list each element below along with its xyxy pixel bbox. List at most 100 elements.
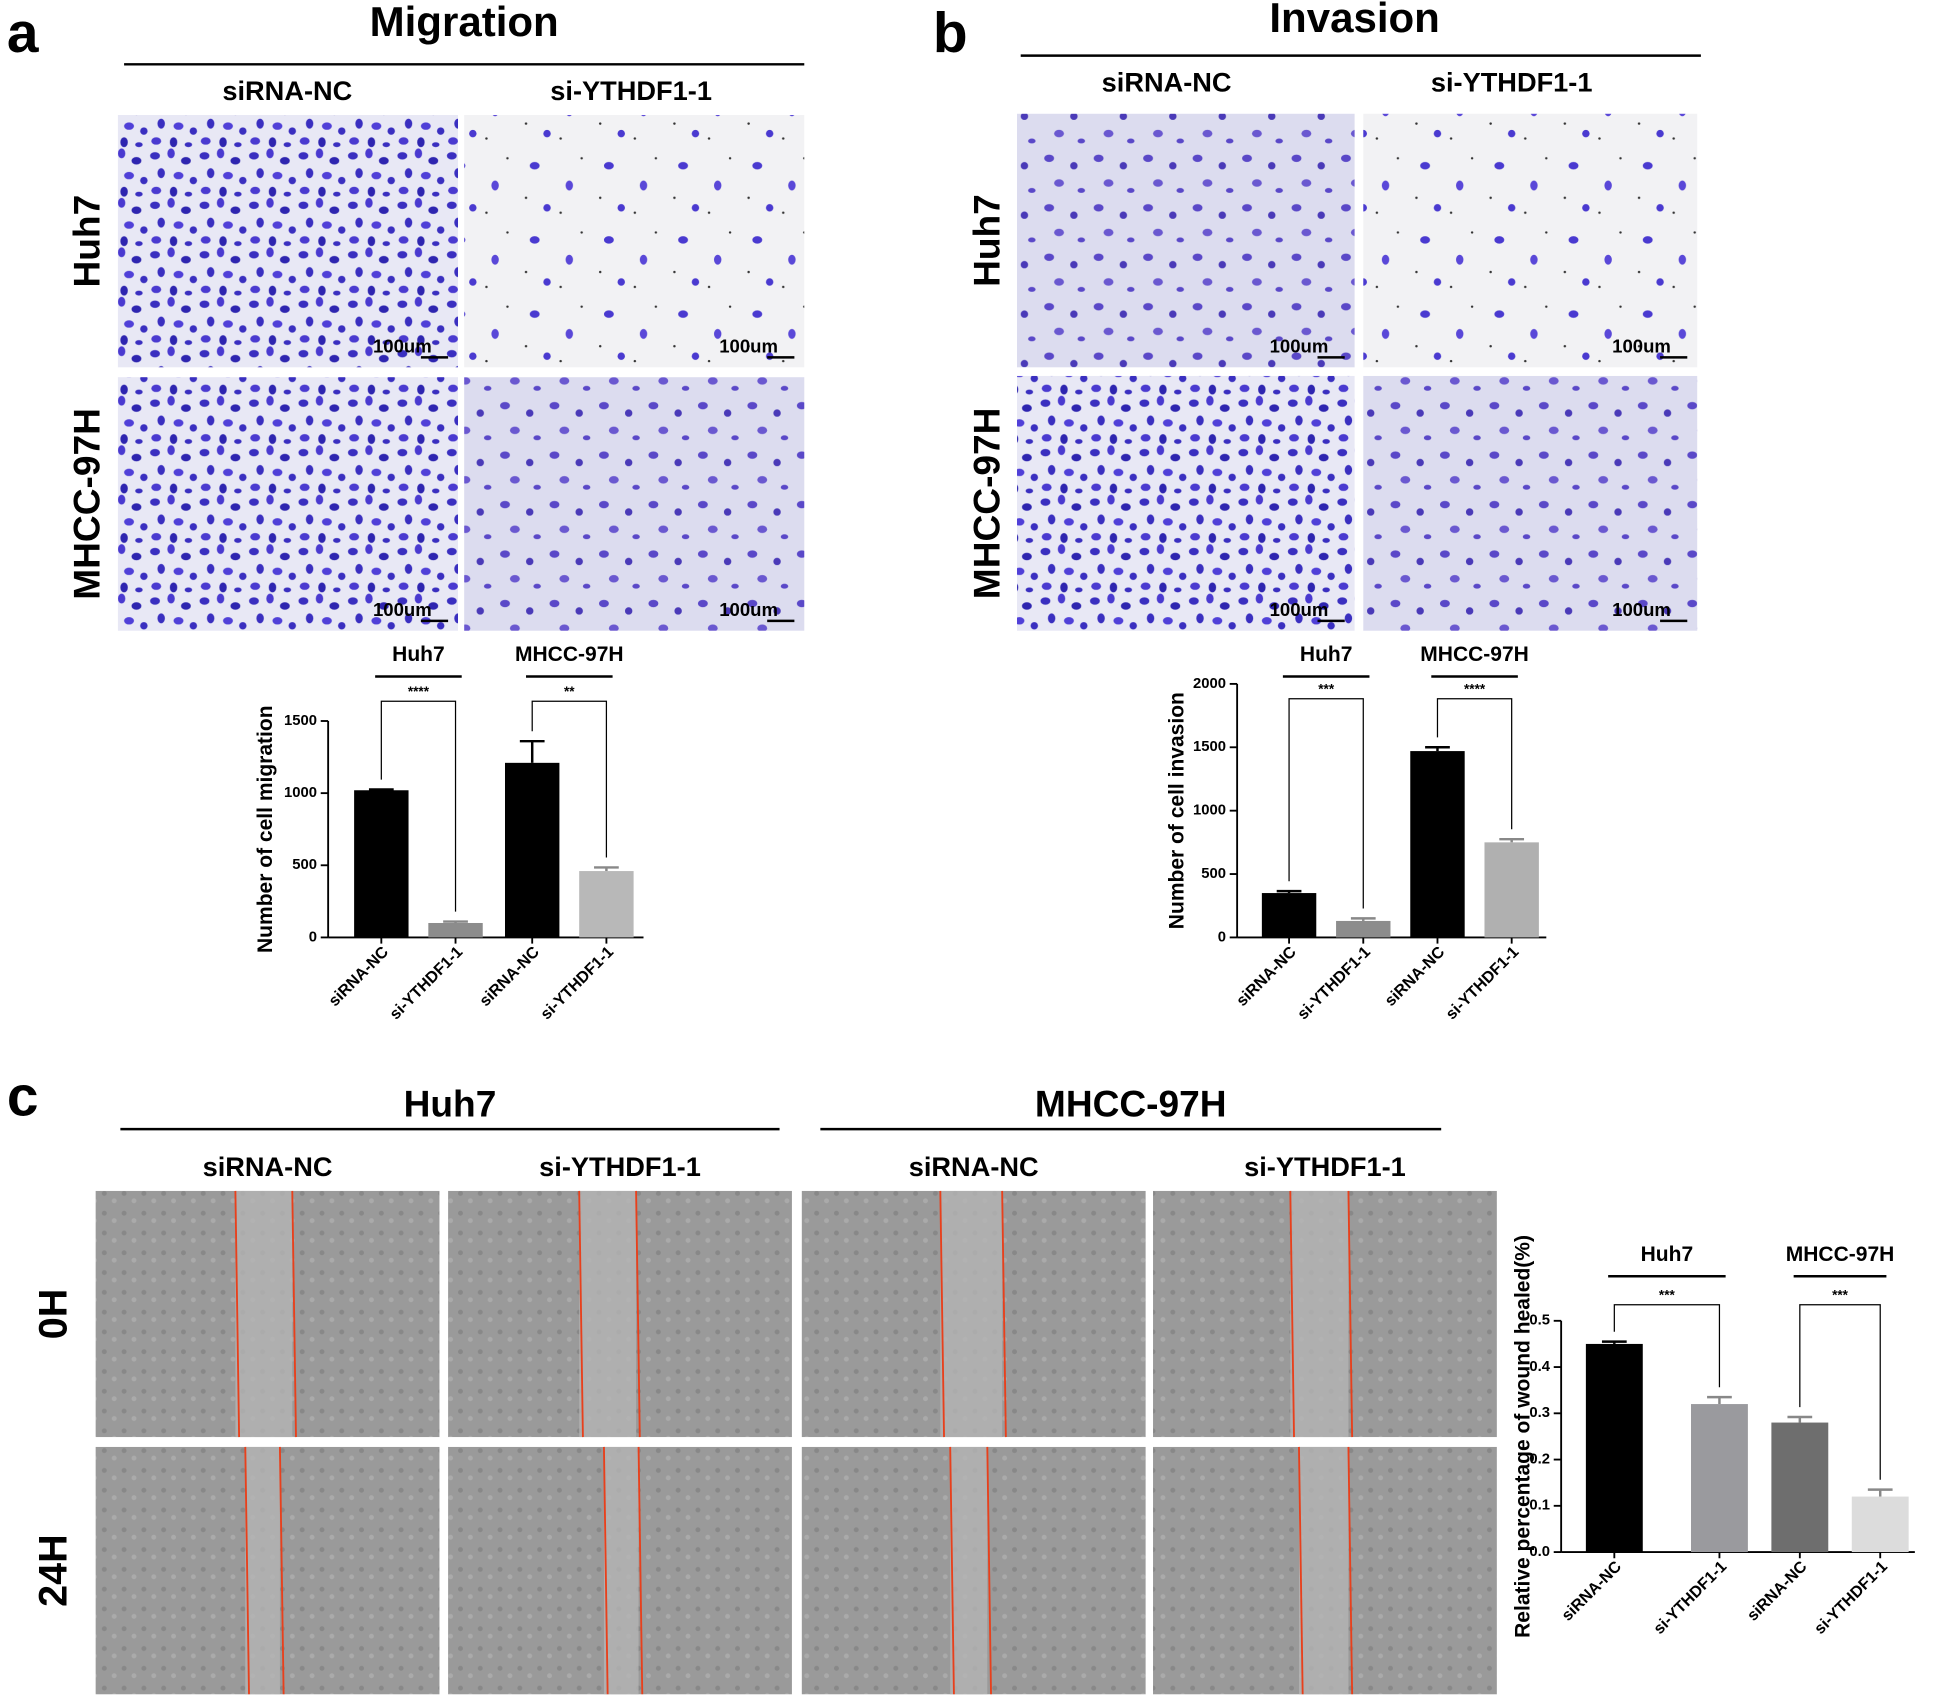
x-tick-label: siRNA-NC: [1744, 1557, 1811, 1624]
row-label: 0H: [32, 1289, 76, 1340]
y-tick-label: 1500: [284, 713, 317, 729]
wound-edge: [939, 1190, 945, 1438]
wound-edge: [949, 1446, 955, 1695]
column-label: si-YTHDF1-1: [1244, 1151, 1406, 1182]
bar: [1851, 1496, 1909, 1553]
wound-edge: [986, 1446, 992, 1695]
wound-edge: [278, 1446, 285, 1695]
y-axis-title: Relative percentage of wound healed(%): [1512, 1235, 1535, 1638]
wound-gap: [940, 1190, 1003, 1438]
x-tick-label: si-YTHDF1-1: [1811, 1557, 1891, 1637]
wound-edge: [244, 1446, 250, 1695]
wound-edge: [234, 1190, 241, 1438]
significance-label: ****: [1464, 682, 1486, 697]
row-label: 24H: [32, 1534, 76, 1607]
column-label: si-YTHDF1-1: [539, 1151, 701, 1182]
wound-edge: [1347, 1446, 1354, 1695]
bar: [1771, 1422, 1829, 1553]
micrograph: [464, 377, 805, 631]
y-tick-label: 2000: [1193, 676, 1226, 692]
wound-edge: [1298, 1446, 1304, 1695]
x-tick-label: siRNA-NC: [476, 943, 543, 1010]
panel-label: c: [7, 1066, 39, 1129]
x-tick-label: si-YTHDF1-1: [537, 943, 617, 1023]
y-axis-title: Number of cell migration: [254, 705, 277, 953]
y-tick-label: 0.2: [1529, 1451, 1550, 1467]
scale-label: 100um: [1270, 599, 1329, 620]
x-tick-label: si-YTHDF1-1: [386, 943, 466, 1023]
wound-edge: [1289, 1190, 1295, 1438]
significance-label: ***: [1832, 1288, 1849, 1303]
row-label: Huh7: [966, 194, 1008, 287]
significance-bracket: [1436, 698, 1513, 830]
significance-label: **: [564, 684, 575, 699]
wound-edge: [1347, 1190, 1354, 1438]
group-label: Huh7: [392, 643, 445, 666]
wound-gap: [235, 1190, 293, 1438]
y-tick-label: 500: [292, 857, 317, 873]
bar: [504, 762, 560, 938]
y-tick-label: 1000: [284, 785, 317, 801]
group-label: Huh7: [404, 1083, 497, 1125]
y-tick-label: 0: [309, 929, 317, 945]
scale-label: 100um: [1270, 335, 1329, 356]
wound-gap: [603, 1446, 639, 1695]
wound-gap: [579, 1190, 637, 1438]
column-label: si-YTHDF1-1: [1431, 66, 1593, 97]
significance-bracket: [1288, 698, 1364, 909]
group-label: MHCC-97H: [1035, 1083, 1227, 1125]
row-label: MHCC-97H: [966, 408, 1008, 600]
micrograph: [464, 115, 805, 368]
group-label: MHCC-97H: [515, 643, 624, 666]
micrograph: [1016, 113, 1355, 368]
scale-label: 100um: [719, 335, 778, 356]
wound-gap: [950, 1446, 988, 1695]
significance-bracket: [1613, 1304, 1721, 1388]
y-tick-label: 0.5: [1529, 1313, 1550, 1329]
group-label: Huh7: [1641, 1243, 1694, 1266]
wound-edge: [603, 1446, 609, 1695]
y-tick-label: 0: [1218, 929, 1226, 945]
significance-label: ***: [1659, 1288, 1676, 1303]
group-label: Huh7: [1300, 643, 1353, 666]
column-label: siRNA-NC: [909, 1151, 1039, 1182]
wound-gap: [1290, 1190, 1349, 1438]
row-label: Huh7: [65, 195, 107, 288]
bar: [1585, 1343, 1643, 1553]
bar: [1691, 1404, 1748, 1553]
significance-bracket: [380, 700, 457, 912]
scale-label: 100um: [1612, 599, 1671, 620]
micrograph: [1016, 375, 1355, 631]
wound-gap: [245, 1446, 280, 1695]
bar: [354, 790, 409, 938]
y-tick-label: 1000: [1193, 803, 1226, 819]
y-tick-label: 0.3: [1529, 1405, 1550, 1421]
y-axis-title: Number of cell invasion: [1165, 692, 1188, 929]
bar: [1484, 842, 1539, 938]
panel-title: Migration: [370, 0, 559, 45]
significance-bracket: [531, 700, 608, 858]
bar: [1261, 893, 1317, 938]
significance-bracket: [1799, 1304, 1881, 1480]
group-label: MHCC-97H: [1420, 643, 1529, 666]
x-tick-label: si-YTHDF1-1: [1650, 1557, 1730, 1637]
wound-gap: [1298, 1446, 1349, 1695]
y-tick-label: 0.4: [1529, 1359, 1550, 1375]
bar: [428, 922, 483, 938]
x-tick-label: siRNA-NC: [1233, 943, 1300, 1010]
micrograph: [117, 115, 459, 368]
micrograph: [1363, 375, 1698, 631]
bar: [1336, 920, 1391, 938]
micrograph: [117, 377, 459, 631]
column-label: siRNA-NC: [222, 75, 352, 106]
panel-title: Invasion: [1269, 0, 1440, 41]
micrograph: [1363, 113, 1698, 368]
significance-label: ****: [408, 684, 430, 699]
bar: [579, 871, 634, 938]
column-label: siRNA-NC: [203, 1151, 333, 1182]
group-label: MHCC-97H: [1786, 1243, 1895, 1266]
wound-edge: [1001, 1190, 1007, 1438]
x-tick-label: siRNA-NC: [1558, 1557, 1625, 1624]
wound-edge: [635, 1190, 641, 1438]
